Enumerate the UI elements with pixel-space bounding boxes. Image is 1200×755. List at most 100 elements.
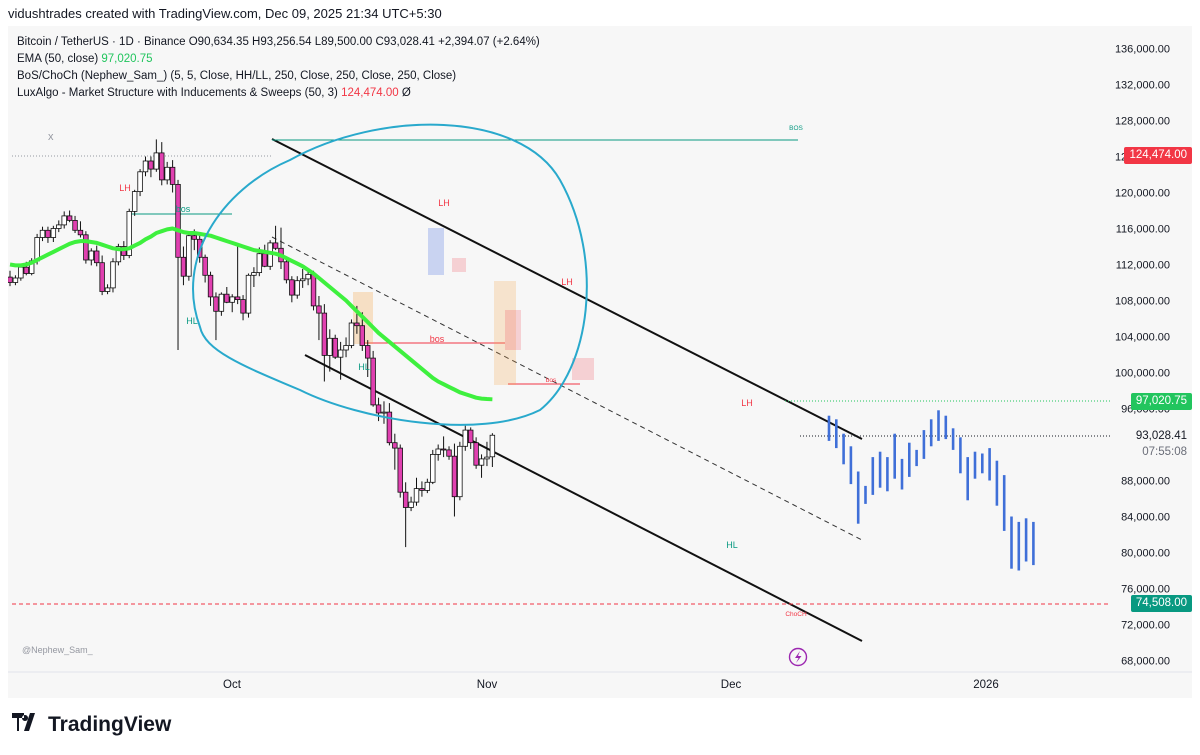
- candle-body: [8, 276, 13, 283]
- candle-body: [191, 235, 197, 240]
- x-tick-label: Oct: [223, 679, 242, 691]
- candle-body: [294, 280, 300, 296]
- candle-body: [462, 429, 468, 447]
- tradingview-brand: TradingView: [48, 713, 172, 736]
- price-axis: [1113, 26, 1192, 698]
- candlestick-chart[interactable]: 136,000.00132,000.00128,000.00124,000.00…: [8, 26, 1192, 698]
- candle-body: [397, 447, 403, 493]
- y-tick-label: 100,000.00: [1115, 368, 1170, 380]
- legend-lux-row[interactable]: LuxAlgo - Market Structure with Induceme…: [17, 85, 540, 102]
- low-line-price-tag: 74,508.00: [1130, 595, 1192, 612]
- legend-bos-row[interactable]: BoS/ChoCh (Nephew_Sam_) (5, 5, Close, HH…: [17, 68, 540, 85]
- candle-body: [77, 229, 84, 236]
- legend-lux-suffix: Ø: [401, 87, 411, 99]
- candle-body: [207, 274, 214, 298]
- candle-body: [104, 287, 111, 292]
- chart-panel[interactable]: 136,000.00132,000.00128,000.00124,000.00…: [8, 26, 1192, 698]
- candle-body: [424, 481, 431, 491]
- lightning-icon: [795, 651, 802, 663]
- candle-body: [359, 325, 365, 346]
- candle-body: [256, 253, 263, 273]
- y-tick-label: 128,000.00: [1115, 116, 1170, 128]
- candle-body: [61, 215, 67, 226]
- legend-lux-label: LuxAlgo - Market Structure with Induceme…: [17, 87, 338, 99]
- legend-ohlc: O90,634.35 H93,256.54 L89,500.00 C93,028…: [188, 36, 540, 48]
- annotation-label: ChoCH: [785, 611, 807, 618]
- candle-body: [419, 488, 425, 491]
- zone-box: [452, 258, 466, 272]
- x-tick-label: Nov: [477, 679, 498, 691]
- candle-body: [289, 279, 295, 296]
- candle-body: [332, 337, 338, 358]
- close-icon[interactable]: x: [48, 131, 54, 143]
- candle-body: [83, 234, 89, 261]
- channel-upper-line: [271, 138, 863, 440]
- y-tick-label: 68,000.00: [1121, 656, 1170, 668]
- legend-bos-label: BoS/ChoCh (Nephew_Sam_) (5, 5, Close, HH…: [17, 70, 457, 82]
- candle-body: [45, 229, 51, 238]
- candle-body: [440, 448, 447, 451]
- candle-body: [478, 458, 485, 466]
- candle-body: [354, 322, 360, 327]
- tradingview-logo[interactable]: TradingView: [12, 713, 171, 737]
- zone-box: [505, 310, 521, 350]
- candle-body: [72, 219, 78, 231]
- y-tick-label: 104,000.00: [1115, 332, 1170, 344]
- candle-body: [386, 411, 393, 444]
- candle-body: [66, 215, 73, 221]
- lightning-icon: [788, 647, 808, 667]
- ema-price-tag: 97,020.75: [1130, 393, 1192, 410]
- annotation-label: LH: [438, 198, 450, 208]
- channel-mid-line: [271, 236, 863, 541]
- candle-body: [251, 272, 257, 276]
- candle-body: [126, 210, 132, 256]
- y-tick-label: 136,000.00: [1115, 44, 1170, 56]
- candle-body: [375, 404, 382, 414]
- candle-body: [402, 491, 409, 508]
- candle-body: [370, 357, 376, 406]
- y-tick-label: 112,000.00: [1116, 260, 1170, 272]
- legend-symbol-row[interactable]: Bitcoin / TetherUS · 1D · Binance O90,63…: [17, 34, 540, 51]
- candle-body: [245, 274, 252, 314]
- legend-ema-value: 97,020.75: [101, 53, 153, 65]
- candle-body: [39, 229, 46, 238]
- candle-body: [131, 191, 138, 212]
- y-tick-label: 84,000.00: [1121, 512, 1170, 524]
- watermark: @Nephew_Sam_: [22, 645, 93, 655]
- y-tick-label: 72,000.00: [1121, 620, 1170, 632]
- candle-body: [202, 256, 208, 276]
- candle-body: [262, 253, 268, 267]
- candle-body: [283, 261, 290, 281]
- candle-body: [137, 171, 143, 193]
- candle-body: [392, 442, 398, 449]
- chart-legend: Bitcoin / TetherUS · 1D · Binance O90,63…: [17, 34, 540, 102]
- y-tick-label: 76,000.00: [1121, 584, 1170, 596]
- candle-body: [23, 266, 29, 274]
- candle-body: [348, 322, 355, 346]
- last-price-label: 93,028.41: [1130, 428, 1192, 445]
- zone-box: [572, 358, 594, 380]
- candle-body: [413, 488, 420, 503]
- y-tick-label: 132,000.00: [1115, 80, 1170, 92]
- zone-box: [428, 228, 444, 275]
- candle-body: [489, 434, 496, 458]
- candle-body: [88, 250, 94, 261]
- legend-symbol: Bitcoin / TetherUS · 1D · Binance: [17, 36, 186, 48]
- annotation-label: HL: [186, 316, 198, 326]
- candle-body: [175, 183, 181, 258]
- candle-body: [457, 445, 463, 498]
- annotation-label: HL: [358, 362, 370, 372]
- legend-ema-row[interactable]: EMA (50, close) 97,020.75: [17, 51, 540, 68]
- candle-body: [321, 312, 328, 356]
- candle-body: [446, 449, 452, 457]
- x-tick-label: Dec: [721, 679, 742, 691]
- legend-ema-label: EMA (50, close): [17, 53, 99, 65]
- candle-body: [343, 345, 349, 351]
- candle-body: [430, 453, 436, 483]
- candle-body: [240, 299, 246, 314]
- candle-body: [169, 166, 176, 185]
- candle-body: [110, 261, 116, 289]
- candle-body: [272, 242, 279, 249]
- legend-lux-value: 124,474.00: [341, 87, 399, 99]
- candle-body: [142, 160, 149, 173]
